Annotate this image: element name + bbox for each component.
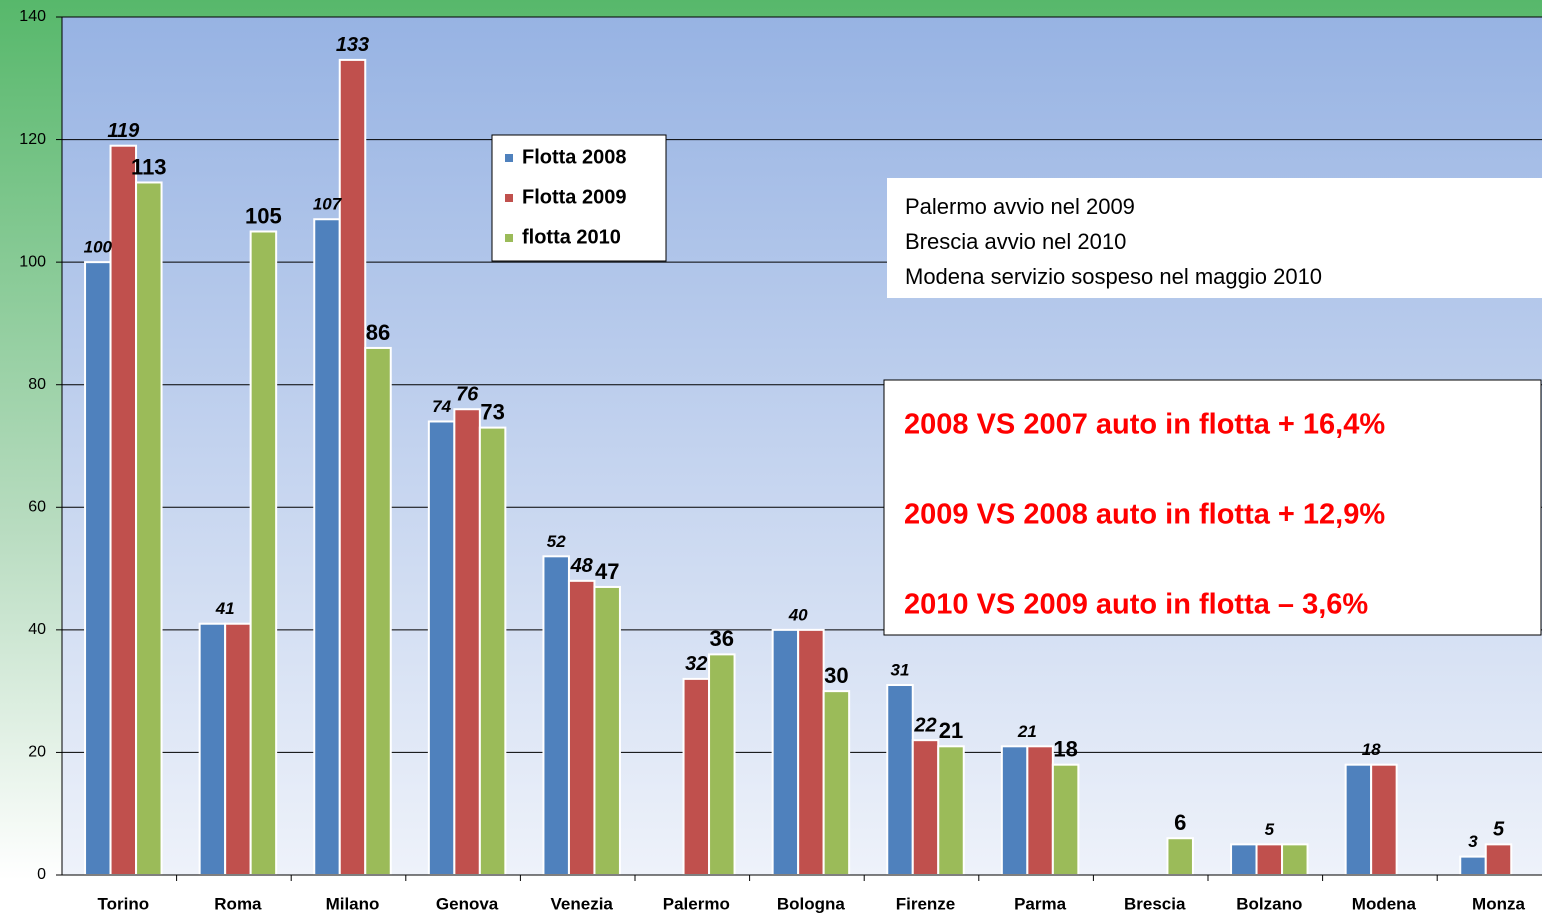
y-tick-label: 60 bbox=[28, 499, 46, 516]
bar bbox=[771, 628, 800, 876]
y-tick-label: 100 bbox=[19, 253, 46, 270]
bar bbox=[1000, 745, 1029, 876]
data-label: 3 bbox=[1468, 832, 1478, 851]
x-tick-label: Torino bbox=[97, 894, 149, 913]
x-tick-label: Parma bbox=[1014, 894, 1067, 913]
data-label: 47 bbox=[595, 559, 619, 584]
y-tick-label: 140 bbox=[19, 8, 46, 25]
bar bbox=[109, 144, 138, 876]
highlights-box bbox=[883, 379, 1542, 636]
highlight: 2009 VS 2008 auto in flotta + 12,9% bbox=[904, 499, 1385, 531]
x-tick-label: Venezia bbox=[551, 894, 614, 913]
bar bbox=[797, 628, 825, 876]
data-label: 32 bbox=[685, 653, 707, 675]
bar bbox=[593, 585, 621, 876]
data-label: 5 bbox=[1493, 819, 1505, 841]
y-tick-label: 80 bbox=[28, 376, 46, 393]
bar bbox=[249, 230, 278, 876]
data-label: 18 bbox=[1362, 740, 1381, 759]
bar bbox=[224, 622, 252, 876]
bar bbox=[198, 622, 227, 876]
data-label: 30 bbox=[824, 663, 848, 688]
x-tick-label: Bolzano bbox=[1236, 894, 1302, 913]
legend-label: flotta 2010 bbox=[522, 226, 621, 248]
legend-swatch bbox=[505, 194, 513, 202]
x-tick-label: Palermo bbox=[663, 894, 730, 913]
bar bbox=[1230, 843, 1258, 876]
data-label: 119 bbox=[107, 120, 140, 142]
legend-swatch bbox=[505, 234, 513, 242]
x-tick-label: Monza bbox=[1472, 894, 1525, 913]
bar bbox=[1459, 855, 1487, 876]
y-tick-label: 40 bbox=[28, 621, 46, 638]
data-label: 74 bbox=[432, 397, 451, 416]
data-label: 105 bbox=[245, 203, 282, 228]
data-label: 6 bbox=[1174, 810, 1186, 835]
data-label: 100 bbox=[84, 238, 113, 257]
bar bbox=[708, 653, 736, 876]
bar bbox=[567, 579, 596, 876]
data-label: 113 bbox=[131, 154, 167, 179]
data-label: 52 bbox=[547, 532, 566, 551]
x-tick-label: Bologna bbox=[777, 894, 846, 913]
notes-box bbox=[887, 178, 1542, 298]
data-label: 48 bbox=[570, 555, 594, 577]
data-label: 21 bbox=[939, 718, 963, 743]
data-label: 41 bbox=[215, 599, 235, 618]
note: Brescia avvio nel 2010 bbox=[905, 229, 1126, 254]
data-label: 5 bbox=[1265, 820, 1275, 839]
data-label: 40 bbox=[788, 605, 808, 624]
data-label: 21 bbox=[1017, 722, 1037, 741]
bar bbox=[1281, 843, 1309, 876]
note: Palermo avvio nel 2009 bbox=[905, 194, 1135, 219]
bar bbox=[313, 218, 341, 876]
bar bbox=[478, 426, 507, 876]
highlight: 2008 VS 2007 auto in flotta + 16,4% bbox=[904, 409, 1385, 441]
data-label: 133 bbox=[336, 34, 369, 56]
bar bbox=[1026, 745, 1054, 876]
bar bbox=[1051, 763, 1080, 877]
y-tick-label: 0 bbox=[37, 866, 46, 883]
data-label: 36 bbox=[710, 626, 734, 651]
bar bbox=[886, 684, 914, 876]
y-tick-label: 120 bbox=[19, 131, 46, 148]
x-tick-label: Modena bbox=[1352, 894, 1417, 913]
bar bbox=[427, 420, 456, 876]
data-label: 107 bbox=[313, 195, 343, 214]
bar bbox=[1370, 763, 1398, 877]
legend-label: Flotta 2008 bbox=[522, 146, 626, 168]
legend-swatch bbox=[505, 154, 513, 162]
bar bbox=[1166, 837, 1194, 877]
bar bbox=[1344, 763, 1373, 877]
legend bbox=[491, 134, 667, 262]
data-label: 86 bbox=[366, 320, 390, 345]
bar bbox=[135, 181, 163, 876]
bar bbox=[822, 690, 851, 877]
x-tick-label: Brescia bbox=[1124, 894, 1186, 913]
y-tick-label: 20 bbox=[28, 744, 46, 761]
bar bbox=[338, 58, 367, 876]
bar bbox=[453, 408, 481, 876]
bar bbox=[911, 739, 940, 877]
bar bbox=[937, 745, 965, 876]
x-tick-label: Firenze bbox=[896, 894, 956, 913]
bar bbox=[682, 677, 711, 877]
x-tick-label: Genova bbox=[436, 894, 499, 913]
x-tick-label: Roma bbox=[214, 894, 262, 913]
highlight: 2010 VS 2009 auto in flotta – 3,6% bbox=[904, 589, 1368, 621]
x-tick-label: Milano bbox=[326, 894, 380, 913]
legend-label: Flotta 2009 bbox=[522, 186, 626, 208]
bar bbox=[542, 555, 570, 876]
note: Modena servizio sospeso nel maggio 2010 bbox=[905, 264, 1322, 289]
bar bbox=[84, 261, 112, 876]
data-label: 22 bbox=[913, 714, 936, 736]
data-label: 31 bbox=[891, 660, 910, 679]
data-label: 76 bbox=[456, 384, 479, 406]
bar bbox=[1255, 843, 1284, 876]
data-label: 18 bbox=[1053, 736, 1077, 761]
bar bbox=[364, 346, 392, 876]
data-label: 73 bbox=[480, 399, 504, 424]
bar bbox=[1484, 843, 1513, 876]
